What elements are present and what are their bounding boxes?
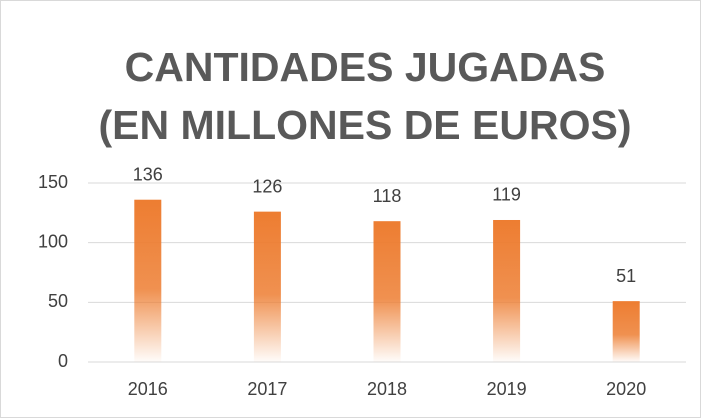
x-tick-label: 2019	[487, 379, 527, 399]
y-tick-label: 50	[48, 291, 68, 311]
x-tick-label: 2020	[606, 379, 646, 399]
bar	[493, 219, 521, 362]
y-tick-label: 150	[38, 172, 68, 192]
bar	[253, 211, 281, 362]
data-label: 118	[373, 186, 402, 206]
x-tick-label: 2017	[247, 379, 287, 399]
data-label: 51	[616, 266, 636, 286]
bar	[134, 199, 162, 362]
y-tick-label: 0	[58, 351, 68, 371]
x-tick-label: 2018	[367, 379, 407, 399]
y-tick-label: 100	[38, 231, 68, 251]
chart-title: (EN MILLONES DE EUROS)	[98, 102, 631, 148]
data-label: 119	[492, 185, 521, 205]
chart-title: CANTIDADES JUGADAS	[125, 44, 606, 90]
bar	[612, 301, 640, 362]
x-tick-label: 2016	[128, 379, 168, 399]
data-label: 126	[252, 176, 282, 196]
data-label: 136	[133, 164, 163, 184]
bar	[373, 221, 401, 362]
